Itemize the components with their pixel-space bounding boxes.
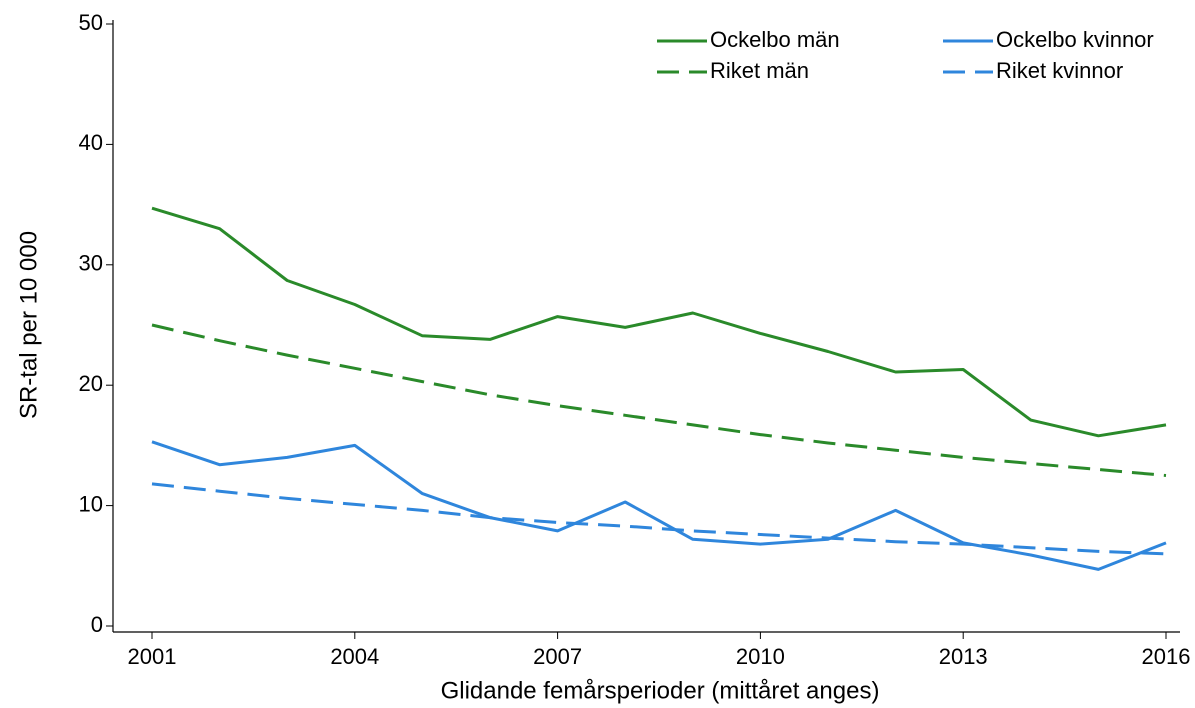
series-line [151,206,1167,438]
y-tick-label: 0 [91,612,103,637]
legend-label: Riket kvinnor [996,58,1123,83]
y-tick-label: 30 [79,251,103,276]
y-tick-label: 10 [79,491,103,516]
x-axis-label: Glidande femårsperioder (mittåret anges) [441,677,880,704]
x-tick-label: 2001 [128,644,177,669]
y-tick-label: 20 [79,371,103,396]
legend-label: Ockelbo män [710,27,840,52]
series-line [151,440,1167,571]
x-tick-label: 2016 [1142,644,1191,669]
x-tick-label: 2010 [736,644,785,669]
x-tick-label: 2007 [533,644,582,669]
x-tick-label: 2004 [330,644,379,669]
y-tick-label: 40 [79,130,103,155]
x-tick-label: 2013 [939,644,988,669]
y-axis-label: SR-tal per 10 000 [15,231,42,419]
series-line [151,482,1167,556]
legend-label: Ockelbo kvinnor [996,27,1154,52]
y-tick-label: 50 [79,10,103,35]
legend-label: Riket män [710,58,809,83]
series-line [151,323,1167,477]
